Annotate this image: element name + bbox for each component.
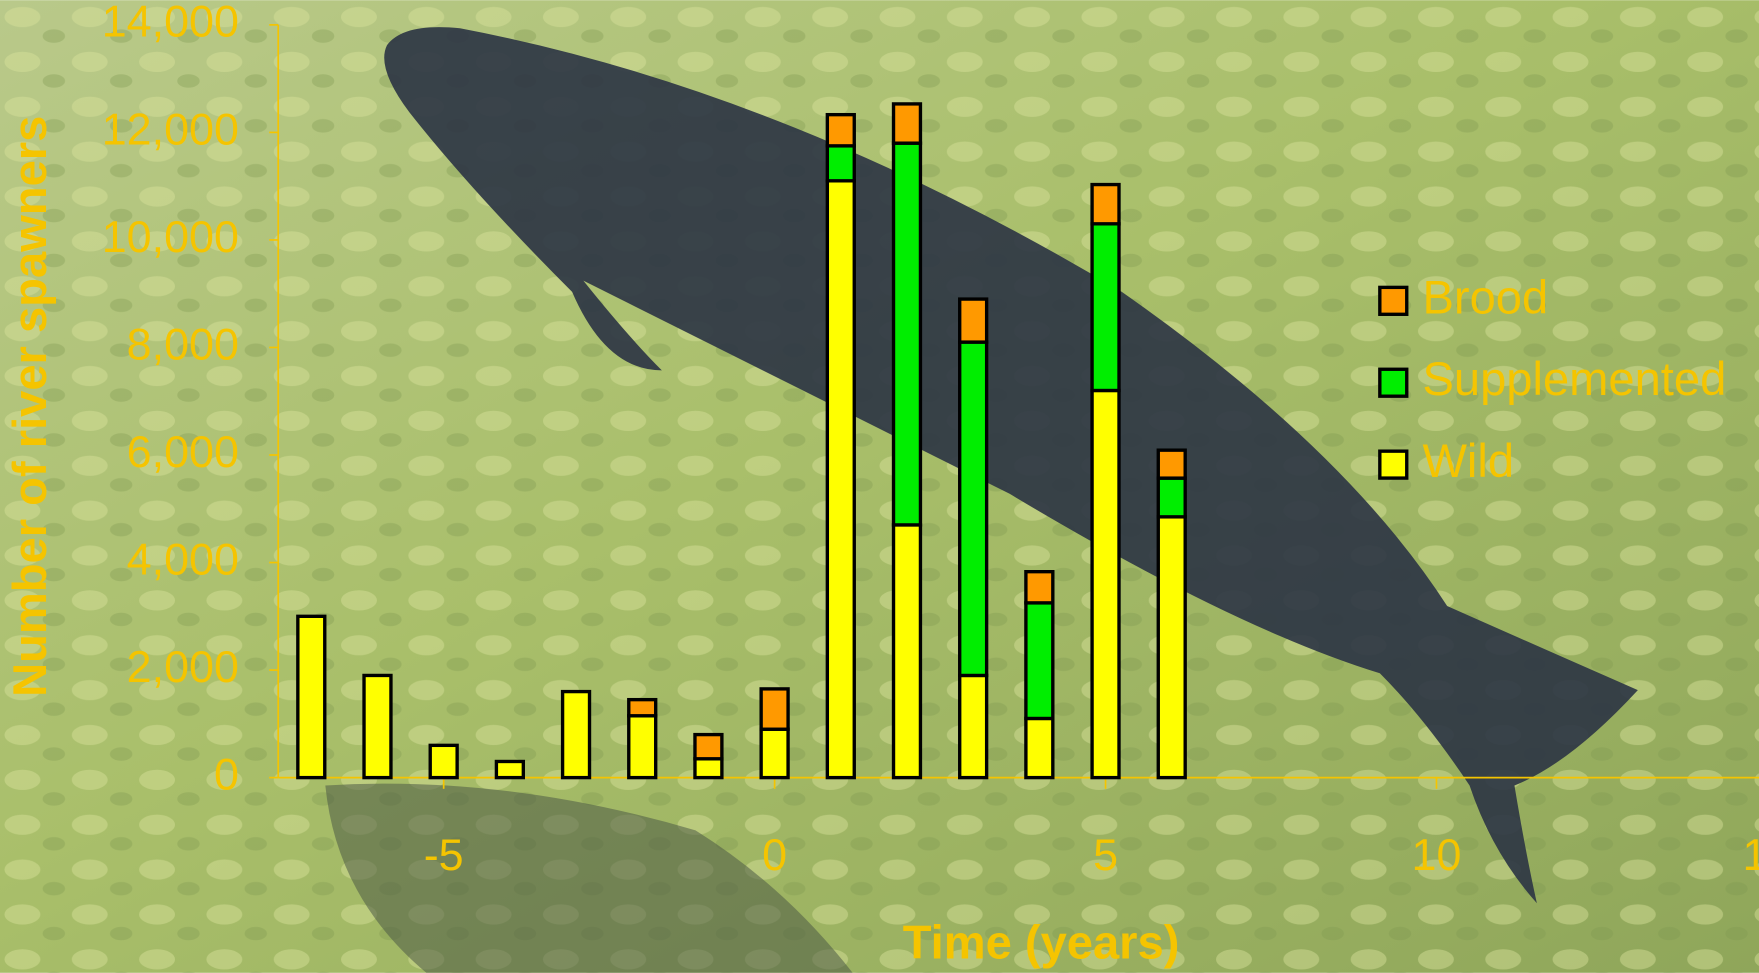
bar-segment	[693, 732, 724, 761]
bar-segment	[494, 759, 526, 780]
x-tick-label: -5	[424, 829, 464, 880]
bar-segment	[627, 714, 658, 780]
bar-segment	[891, 523, 923, 780]
x-axis-title: Time (years)	[903, 915, 1180, 968]
y-tick-label: 10,000	[102, 211, 239, 262]
bar-segment	[891, 141, 923, 527]
bar-segment	[759, 727, 790, 780]
bar-segment	[1024, 601, 1055, 721]
y-tick-label: 6,000	[127, 426, 239, 477]
shadow	[325, 783, 853, 973]
bar-segment	[1090, 222, 1121, 393]
bar-segment	[1090, 182, 1121, 226]
bar-segment	[362, 673, 393, 780]
legend-label: Brood	[1422, 270, 1548, 323]
bar-segment	[958, 297, 989, 344]
x-tick-label: 15	[1742, 829, 1759, 880]
x-tick-label: 0	[762, 829, 787, 880]
bar-segment	[1156, 515, 1187, 780]
bar-segment	[428, 743, 459, 780]
y-tick-label: 0	[214, 748, 239, 799]
bar-segment	[759, 687, 790, 731]
bar-segment	[627, 697, 658, 718]
bar-segment	[891, 102, 923, 145]
bar-segment	[560, 689, 592, 780]
y-tick-label: 2,000	[127, 641, 239, 692]
legend-swatch	[1378, 449, 1409, 480]
bar-segment	[1024, 570, 1055, 605]
y-tick-label: 4,000	[127, 533, 239, 584]
x-tick-label: 5	[1093, 829, 1118, 880]
bar-segment	[1156, 476, 1187, 519]
bar-segment	[1024, 716, 1055, 780]
bar-segment	[958, 340, 989, 678]
bar-segment	[296, 614, 327, 780]
bar-segment	[1156, 448, 1187, 480]
y-axis-title: Number of river spawners	[3, 116, 56, 697]
plot-area: 0 2,000 4,000 6,000 8,000 10,000 12,000 14,000 -…	[102, 0, 1759, 880]
y-tick-label: 12,000	[102, 103, 239, 154]
x-tick-label: 10	[1412, 829, 1462, 880]
bar-segment	[825, 144, 856, 183]
bar-segment	[1090, 388, 1121, 780]
legend-swatch	[1378, 367, 1409, 398]
legend-label: Wild	[1422, 434, 1514, 487]
y-tick-label: 14,000	[102, 0, 239, 47]
bar-segment	[958, 673, 989, 780]
legend-label: Supplemented	[1422, 352, 1726, 405]
bar-segment	[825, 112, 856, 148]
bar-segment	[693, 757, 724, 780]
bar-segment	[825, 179, 856, 780]
y-tick-label: 8,000	[127, 318, 239, 369]
fish	[384, 27, 1638, 904]
legend-swatch	[1378, 285, 1409, 316]
